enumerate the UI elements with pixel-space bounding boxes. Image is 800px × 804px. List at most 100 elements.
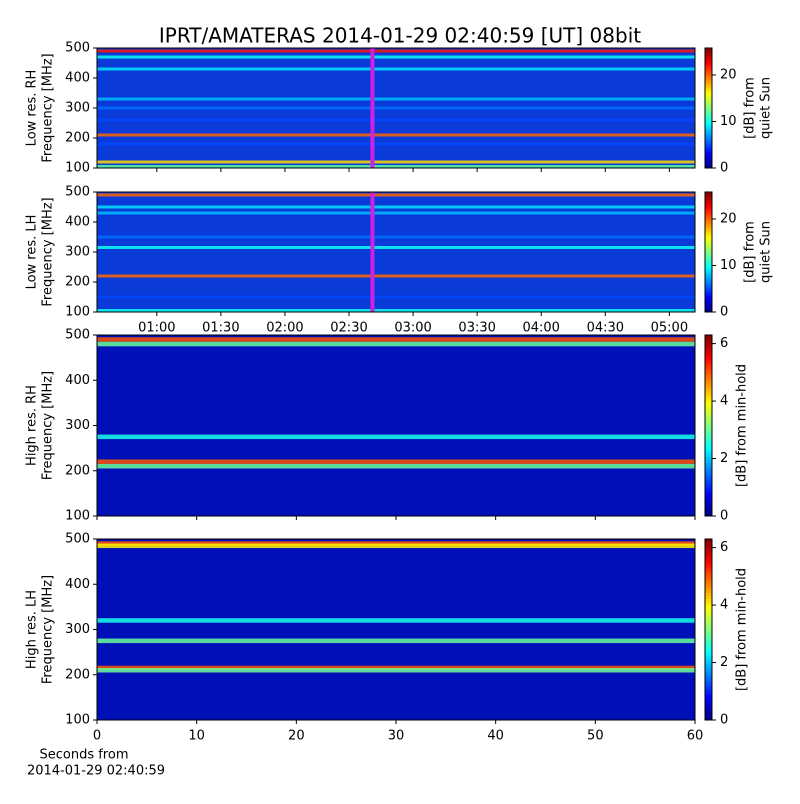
- colorbar-cell: [705, 250, 712, 253]
- colorbar-cell: [705, 143, 712, 146]
- colorbar-tick-label: 6: [720, 540, 728, 555]
- colorbar-cell: [705, 343, 712, 347]
- y-label: Low res. RH: [25, 70, 40, 147]
- y-tick-label: 100: [65, 161, 90, 176]
- colorbar-cell: [705, 615, 712, 619]
- colorbar-cell: [705, 193, 712, 197]
- colorbar-cell: [705, 408, 712, 412]
- colorbar-cell: [705, 482, 712, 486]
- colorbar-cell: [705, 618, 712, 622]
- colorbar-cell: [705, 164, 712, 167]
- band: [97, 459, 695, 464]
- colorbar-tick-label: 0: [720, 713, 728, 728]
- colorbar-cell: [705, 592, 712, 597]
- colorbar-cell: [705, 223, 712, 227]
- colorbar-cell: [705, 646, 712, 650]
- colorbar-cell: [705, 216, 712, 219]
- colorbar-cell: [705, 476, 712, 480]
- colorbar-cell: [705, 283, 712, 287]
- colorbar-cell: [705, 265, 712, 268]
- colorbar-cell: [705, 57, 712, 60]
- colorbar-cell: [705, 643, 712, 647]
- x-tick-label: 03:30: [458, 321, 495, 336]
- colorbar-cell: [705, 274, 712, 277]
- band: [97, 638, 695, 644]
- colorbar-cell: [705, 61, 712, 64]
- colorbar-cell: [705, 113, 712, 116]
- colorbar-cell: [705, 419, 712, 424]
- colorbar-cell: [705, 456, 712, 460]
- colorbar-cell: [705, 285, 712, 289]
- colorbar-cell: [705, 363, 712, 367]
- y-tick-label: 400: [65, 373, 90, 388]
- colorbar-cell: [705, 85, 712, 88]
- y-label: Low res. LH: [25, 215, 40, 290]
- colorbar-cell: [705, 547, 712, 551]
- colorbar-cell: [705, 601, 712, 605]
- colorbar-cell: [705, 544, 712, 548]
- colorbar-cell: [705, 252, 712, 255]
- colorbar-cell: [705, 141, 712, 145]
- colorbar-cell: [705, 237, 712, 240]
- colorbar-cell: [705, 76, 712, 79]
- colorbar-cell: [705, 694, 712, 698]
- colorbar-cell: [705, 68, 712, 71]
- colorbar-cell: [705, 649, 712, 653]
- y-tick-label: 500: [65, 532, 90, 547]
- colorbar-cell: [705, 244, 712, 247]
- colorbar-cell: [705, 208, 712, 212]
- colorbar-cell: [705, 238, 712, 242]
- colorbar-cell: [705, 499, 712, 503]
- colorbar-cell: [705, 119, 712, 122]
- x-label: 2014-01-29 02:40:59: [27, 764, 165, 779]
- colorbar-cell: [705, 539, 712, 543]
- band: [97, 274, 695, 278]
- band: [97, 667, 695, 673]
- colorbar-cell: [705, 337, 712, 342]
- y-label: Frequency [MHz]: [41, 371, 56, 480]
- colorbar-cell: [705, 553, 712, 557]
- colorbar-cell: [705, 74, 712, 77]
- band: [97, 246, 695, 249]
- colorbar-cell: [705, 349, 712, 353]
- colorbar-cell: [705, 467, 712, 472]
- colorbar-cell: [705, 433, 712, 438]
- colorbar-cell: [705, 623, 712, 628]
- colorbar-cell: [705, 366, 712, 370]
- colorbar-cell: [705, 276, 712, 279]
- colorbar-cell: [705, 391, 712, 395]
- colorbar-cell: [705, 660, 712, 664]
- colorbar-cell: [705, 124, 712, 128]
- colorbar-cell: [705, 278, 712, 281]
- colorbar-cell: [705, 298, 712, 302]
- colorbar-cell: [705, 612, 712, 616]
- colorbar-cell: [705, 83, 712, 86]
- colorbar-cell: [705, 504, 712, 509]
- band: [97, 55, 695, 59]
- colorbar-cell: [705, 87, 712, 90]
- colorbar-cell: [705, 205, 712, 208]
- colorbar-cell: [705, 257, 712, 260]
- colorbar-cell: [705, 632, 712, 636]
- colorbar-cell: [705, 626, 712, 630]
- colorbar-cell: [705, 263, 712, 266]
- colorbar-cell: [705, 72, 712, 75]
- colorbar-cell: [705, 231, 712, 234]
- colorbar-cell: [705, 51, 712, 55]
- colorbar-cell: [705, 289, 712, 292]
- colorbar-cell: [705, 94, 712, 98]
- colorbar-cell: [705, 428, 712, 432]
- colorbar-cell: [705, 501, 712, 506]
- colorbar-cell: [705, 371, 712, 376]
- band: [97, 543, 695, 549]
- band: [97, 97, 695, 101]
- colorbar-cell: [705, 70, 712, 73]
- colorbar-cell: [705, 218, 712, 221]
- colorbar-cell: [705, 385, 712, 390]
- colorbar-cell: [705, 199, 712, 202]
- colorbar-cell: [705, 578, 712, 582]
- colorbar-cell: [705, 686, 712, 690]
- colorbar-cell: [705, 59, 712, 62]
- colorbar-cell: [705, 139, 712, 143]
- colorbar-cell: [705, 229, 712, 232]
